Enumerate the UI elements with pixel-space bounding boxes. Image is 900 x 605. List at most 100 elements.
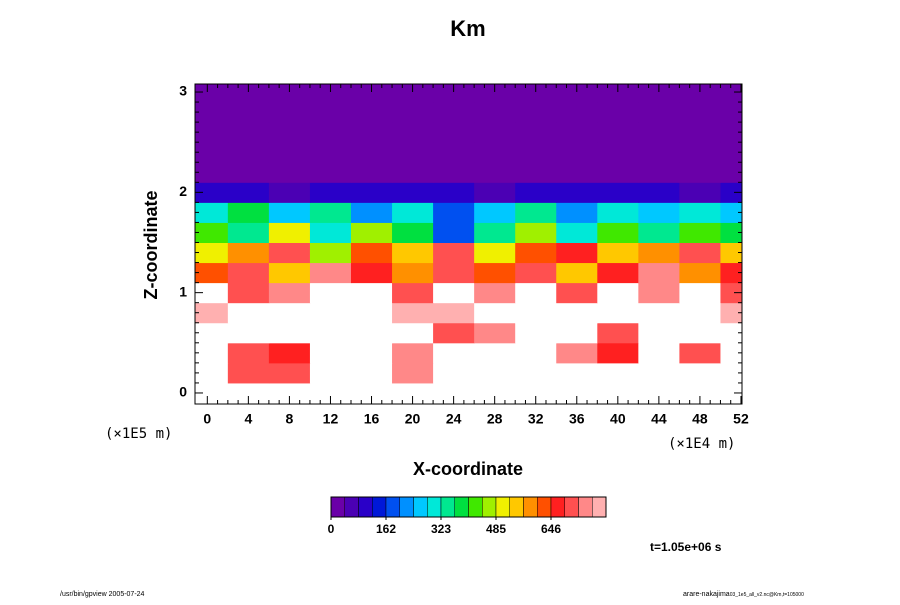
heatmap-cell bbox=[679, 162, 721, 183]
heatmap-cell bbox=[227, 162, 270, 183]
heatmap-cell bbox=[350, 382, 393, 404]
colorbar-swatch bbox=[440, 496, 455, 518]
heatmap-cell bbox=[597, 202, 639, 223]
heatmap-cell bbox=[309, 242, 352, 264]
heatmap-cell bbox=[268, 222, 311, 243]
heatmap-cell bbox=[268, 282, 311, 304]
heatmap-cell bbox=[392, 222, 434, 243]
heatmap-cell bbox=[638, 382, 680, 404]
heatmap-cell bbox=[227, 142, 270, 163]
heatmap-cell bbox=[309, 202, 352, 223]
colorbar-swatch bbox=[454, 496, 469, 518]
heatmap-cell bbox=[309, 382, 352, 404]
heatmap-cell bbox=[433, 242, 475, 264]
heatmap-cell bbox=[433, 282, 475, 304]
heatmap-cell bbox=[515, 102, 557, 123]
heatmap-cell bbox=[195, 162, 229, 183]
heatmap-cell bbox=[597, 222, 639, 243]
heatmap-cell bbox=[556, 342, 598, 364]
colorbar-swatch bbox=[427, 496, 442, 518]
x-tick-label: 32 bbox=[528, 411, 544, 427]
heatmap-cell bbox=[268, 242, 311, 264]
heatmap-cell bbox=[433, 102, 475, 123]
heatmap-cell bbox=[392, 302, 434, 324]
heatmap-cell bbox=[350, 122, 393, 143]
heatmap-cell bbox=[350, 84, 393, 103]
heatmap-cell bbox=[474, 282, 516, 304]
heatmap-cell bbox=[309, 362, 352, 384]
heatmap-cell bbox=[597, 302, 639, 324]
heatmap-cell bbox=[392, 382, 434, 404]
heatmap-cell bbox=[638, 84, 680, 103]
x-tick-label: 48 bbox=[692, 411, 708, 427]
heatmap-cell bbox=[227, 342, 270, 364]
heatmap-cell bbox=[392, 342, 434, 364]
heatmap-cell bbox=[474, 122, 516, 143]
heatmap-cell bbox=[515, 242, 557, 264]
heatmap-cell bbox=[268, 182, 311, 203]
heatmap-cell bbox=[350, 362, 393, 384]
heatmap-cell bbox=[556, 142, 598, 163]
heatmap-cell bbox=[309, 262, 352, 284]
heatmap-cell bbox=[392, 142, 434, 163]
heatmap-cell bbox=[679, 322, 721, 344]
heatmap-cell bbox=[268, 302, 311, 324]
colorbar-swatch bbox=[509, 496, 524, 518]
heatmap-cell bbox=[679, 242, 721, 264]
colorbar-swatch bbox=[330, 496, 345, 518]
heatmap-cell bbox=[350, 222, 393, 243]
heatmap-cell bbox=[433, 84, 475, 103]
chart-title: Km bbox=[450, 16, 485, 41]
x-unit: (×1E4 m) bbox=[668, 436, 735, 452]
heatmap-cell bbox=[392, 162, 434, 183]
colorbar-swatch bbox=[468, 496, 483, 518]
heatmap-cell bbox=[392, 84, 434, 103]
x-tick-label: 12 bbox=[323, 411, 339, 427]
heatmap-cell bbox=[597, 182, 639, 203]
heatmap-cell bbox=[227, 182, 270, 203]
x-tick-label: 44 bbox=[651, 411, 667, 427]
heatmap-cell bbox=[268, 122, 311, 143]
heatmap-cell bbox=[638, 182, 680, 203]
heatmap-cell bbox=[556, 282, 598, 304]
heatmap-cell bbox=[720, 342, 742, 364]
heatmap-cell bbox=[679, 202, 721, 223]
heatmap-cell bbox=[392, 122, 434, 143]
heatmap-cell bbox=[195, 182, 229, 203]
heatmap-cell bbox=[227, 222, 270, 243]
colorbar-swatch bbox=[578, 496, 593, 518]
x-tick-label: 0 bbox=[203, 411, 211, 427]
heatmap-cell bbox=[309, 322, 352, 344]
heatmap-cell bbox=[474, 222, 516, 243]
heatmap-cell bbox=[195, 242, 229, 264]
heatmap-cell bbox=[268, 362, 311, 384]
y-axis-label: Z-coordinate bbox=[141, 190, 161, 299]
heatmap-cell bbox=[638, 102, 680, 123]
heatmap-cell bbox=[268, 262, 311, 284]
heatmap-cell bbox=[268, 84, 311, 103]
heatmap-cell bbox=[433, 342, 475, 364]
heatmap-cell bbox=[433, 322, 475, 344]
heatmap-cell bbox=[474, 162, 516, 183]
heatmap-cell bbox=[556, 84, 598, 103]
colorbar-swatch bbox=[482, 496, 497, 518]
heatmap-cell bbox=[515, 302, 557, 324]
heatmap-cell bbox=[227, 302, 270, 324]
time-label: t=1.05e+06 s bbox=[650, 540, 722, 554]
heatmap-cell bbox=[268, 142, 311, 163]
heatmap-cell bbox=[597, 262, 639, 284]
heatmap-cell bbox=[679, 84, 721, 103]
heatmap-cell bbox=[474, 182, 516, 203]
heatmap-cell bbox=[597, 162, 639, 183]
heatmap-cell bbox=[474, 362, 516, 384]
heatmap-cell bbox=[227, 282, 270, 304]
heatmap-cell bbox=[556, 262, 598, 284]
colorbar-swatch bbox=[550, 496, 565, 518]
heatmap-cell bbox=[350, 182, 393, 203]
colorbar-swatch bbox=[372, 496, 387, 518]
heatmap-cell bbox=[268, 102, 311, 123]
heatmap-cell bbox=[309, 122, 352, 143]
heatmap-cell bbox=[433, 222, 475, 243]
heatmap-cell bbox=[474, 242, 516, 264]
heatmap-cell bbox=[679, 262, 721, 284]
